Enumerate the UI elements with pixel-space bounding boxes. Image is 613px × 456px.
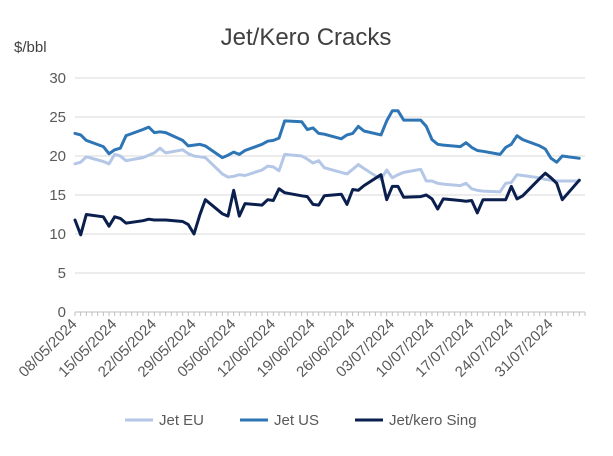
legend-label: Jet US [274, 412, 319, 429]
y-tick-label: 5 [58, 265, 66, 282]
series-lines [73, 109, 581, 237]
series-line-2 [73, 171, 581, 237]
legend-label: Jet/kero Sing [389, 412, 477, 429]
y-tick-label: 25 [49, 109, 66, 126]
y-tick-label: 15 [49, 187, 66, 204]
y-axis-label: $/bbl [14, 39, 47, 56]
gridlines [75, 77, 585, 274]
y-tick-label: 0 [58, 304, 66, 321]
legend: Jet EU Jet US Jet/kero Sing [125, 412, 477, 429]
series-line-0 [73, 146, 581, 194]
y-axis-ticks: 0 5 10 15 20 25 30 [49, 70, 66, 321]
chart-title: Jet/Kero Cracks [221, 24, 392, 51]
legend-label: Jet EU [159, 412, 204, 429]
y-tick-label: 30 [49, 70, 66, 87]
series-line-1 [73, 109, 581, 164]
y-tick-label: 10 [49, 226, 66, 243]
y-tick-label: 20 [49, 148, 66, 165]
x-axis: 08/05/202415/05/202422/05/202429/05/2024… [16, 311, 586, 381]
